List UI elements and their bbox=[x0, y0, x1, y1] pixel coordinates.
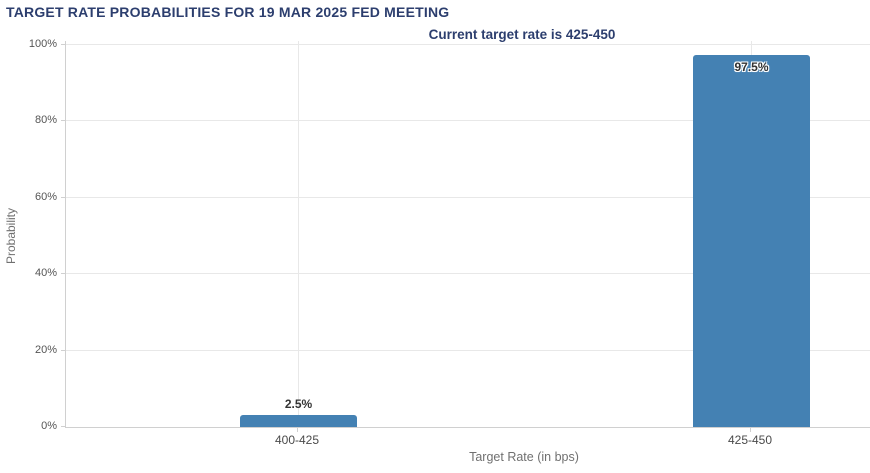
chart-title: TARGET RATE PROBABILITIES FOR 19 MAR 202… bbox=[6, 4, 450, 20]
x-tick-label: 425-450 bbox=[727, 433, 773, 447]
category-gridline bbox=[298, 41, 299, 427]
bar-value-label: 2.5% bbox=[284, 397, 313, 411]
x-tick-mark bbox=[297, 427, 298, 432]
x-axis-title: Target Rate (in bps) bbox=[469, 450, 579, 464]
y-gridline bbox=[66, 197, 870, 198]
y-tick-label: 60% bbox=[34, 191, 57, 203]
y-gridline bbox=[66, 273, 870, 274]
y-tick-mark bbox=[61, 350, 65, 351]
y-tick-mark bbox=[61, 44, 65, 45]
y-tick-label: 20% bbox=[34, 344, 57, 356]
y-tick-mark bbox=[61, 426, 65, 427]
probability-bar[interactable] bbox=[693, 55, 810, 427]
y-gridline bbox=[66, 120, 870, 121]
chart-subtitle: Current target rate is 425-450 bbox=[428, 27, 616, 42]
x-tick-mark bbox=[750, 427, 751, 432]
x-tick-label: 400-425 bbox=[274, 433, 320, 447]
y-tick-mark bbox=[61, 197, 65, 198]
y-gridline bbox=[66, 350, 870, 351]
probability-bar[interactable] bbox=[240, 415, 357, 427]
y-tick-mark bbox=[61, 273, 65, 274]
y-axis-tick-labels: 0% 20% 40% 60% 80% 100% bbox=[0, 38, 57, 432]
y-tick-label: 100% bbox=[28, 38, 57, 50]
plot-area: 2.5% 97.5% bbox=[61, 41, 870, 428]
bar-value-label: 97.5% bbox=[734, 60, 769, 74]
y-gridline bbox=[66, 44, 870, 45]
y-tick-label: 80% bbox=[34, 114, 57, 126]
y-tick-label: 0% bbox=[41, 420, 57, 432]
y-tick-label: 40% bbox=[34, 267, 57, 279]
y-tick-mark bbox=[61, 120, 65, 121]
